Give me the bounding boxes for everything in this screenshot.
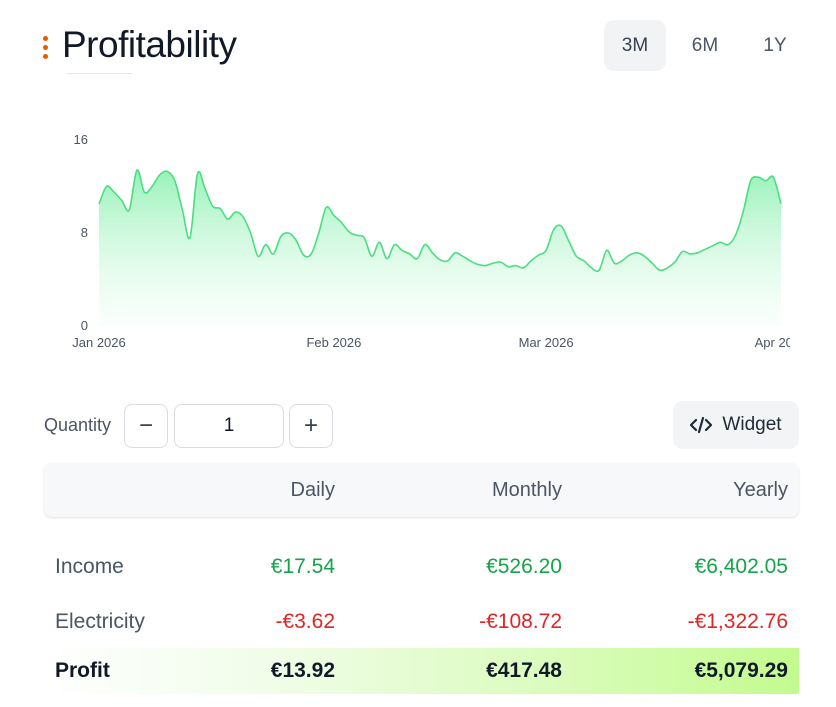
electricity-yearly: -€1,322.76 [687, 610, 788, 633]
table-row-income: Income €17.54 €526.20 €6,402.05 [44, 544, 799, 590]
x-tick-label: Apr 2026 [755, 335, 808, 350]
x-tick-label: Feb 2026 [306, 335, 361, 350]
increment-button[interactable]: + [289, 404, 333, 448]
divider [66, 73, 132, 74]
header: Profitability 3M 6M 1Y [0, 0, 836, 100]
profit-daily: €13.92 [270, 659, 335, 682]
table-row-electricity: Electricity -€3.62 -€108.72 -€1,322.76 [44, 599, 799, 645]
income-yearly: €6,402.05 [694, 555, 788, 578]
electricity-daily: -€3.62 [275, 610, 335, 633]
y-tick-label: 16 [74, 132, 88, 147]
y-tick-label: 8 [81, 225, 88, 240]
profit-chart: Jan 2026 Feb 2026 Mar 2026 Apr 2026 0 8 16 [0, 120, 836, 360]
profit-monthly: €417.48 [486, 659, 562, 682]
code-icon [690, 416, 713, 434]
plus-icon: + [303, 412, 318, 439]
income-daily: €17.54 [270, 555, 335, 578]
quantity-label: Quantity [44, 415, 112, 435]
column-yearly: Yearly [733, 479, 788, 501]
widget-label: Widget [722, 414, 782, 435]
y-tick-label: 0 [81, 318, 88, 333]
electricity-monthly: -€108.72 [479, 610, 562, 633]
widget-button[interactable]: Widget [673, 401, 799, 449]
x-tick-label: Jan 2026 [72, 335, 126, 350]
table-row-profit: Profit €13.92 €417.48 €5,079.29 [44, 648, 799, 694]
profit-line [98, 169, 782, 273]
income-monthly: €526.20 [486, 555, 562, 578]
chart-canvas: Jan 2026 Feb 2026 Mar 2026 Apr 2026 0 8 16 [72, 132, 808, 350]
profit-area [99, 169, 781, 326]
drag-handle-icon [43, 36, 49, 62]
page-title: Profitability [62, 24, 237, 65]
column-daily: Daily [290, 479, 335, 501]
row-label: Income [55, 555, 124, 578]
range-selector: 3M 6M 1Y [604, 20, 806, 71]
profit-yearly: €5,079.29 [694, 659, 788, 682]
range-1y-button[interactable]: 1Y [763, 34, 787, 56]
table-header: Daily Monthly Yearly [44, 463, 799, 517]
decrement-button[interactable]: − [124, 404, 168, 448]
column-monthly: Monthly [491, 479, 562, 501]
range-3m-button[interactable]: 3M [604, 20, 666, 71]
range-6m-button[interactable]: 6M [691, 34, 719, 56]
row-label: Profit [55, 659, 110, 682]
minus-icon: − [138, 412, 153, 439]
quantity-row: Quantity − + Widget [0, 400, 836, 450]
x-tick-label: Mar 2026 [519, 335, 574, 350]
quantity-input[interactable] [174, 404, 284, 448]
row-label: Electricity [55, 610, 145, 633]
